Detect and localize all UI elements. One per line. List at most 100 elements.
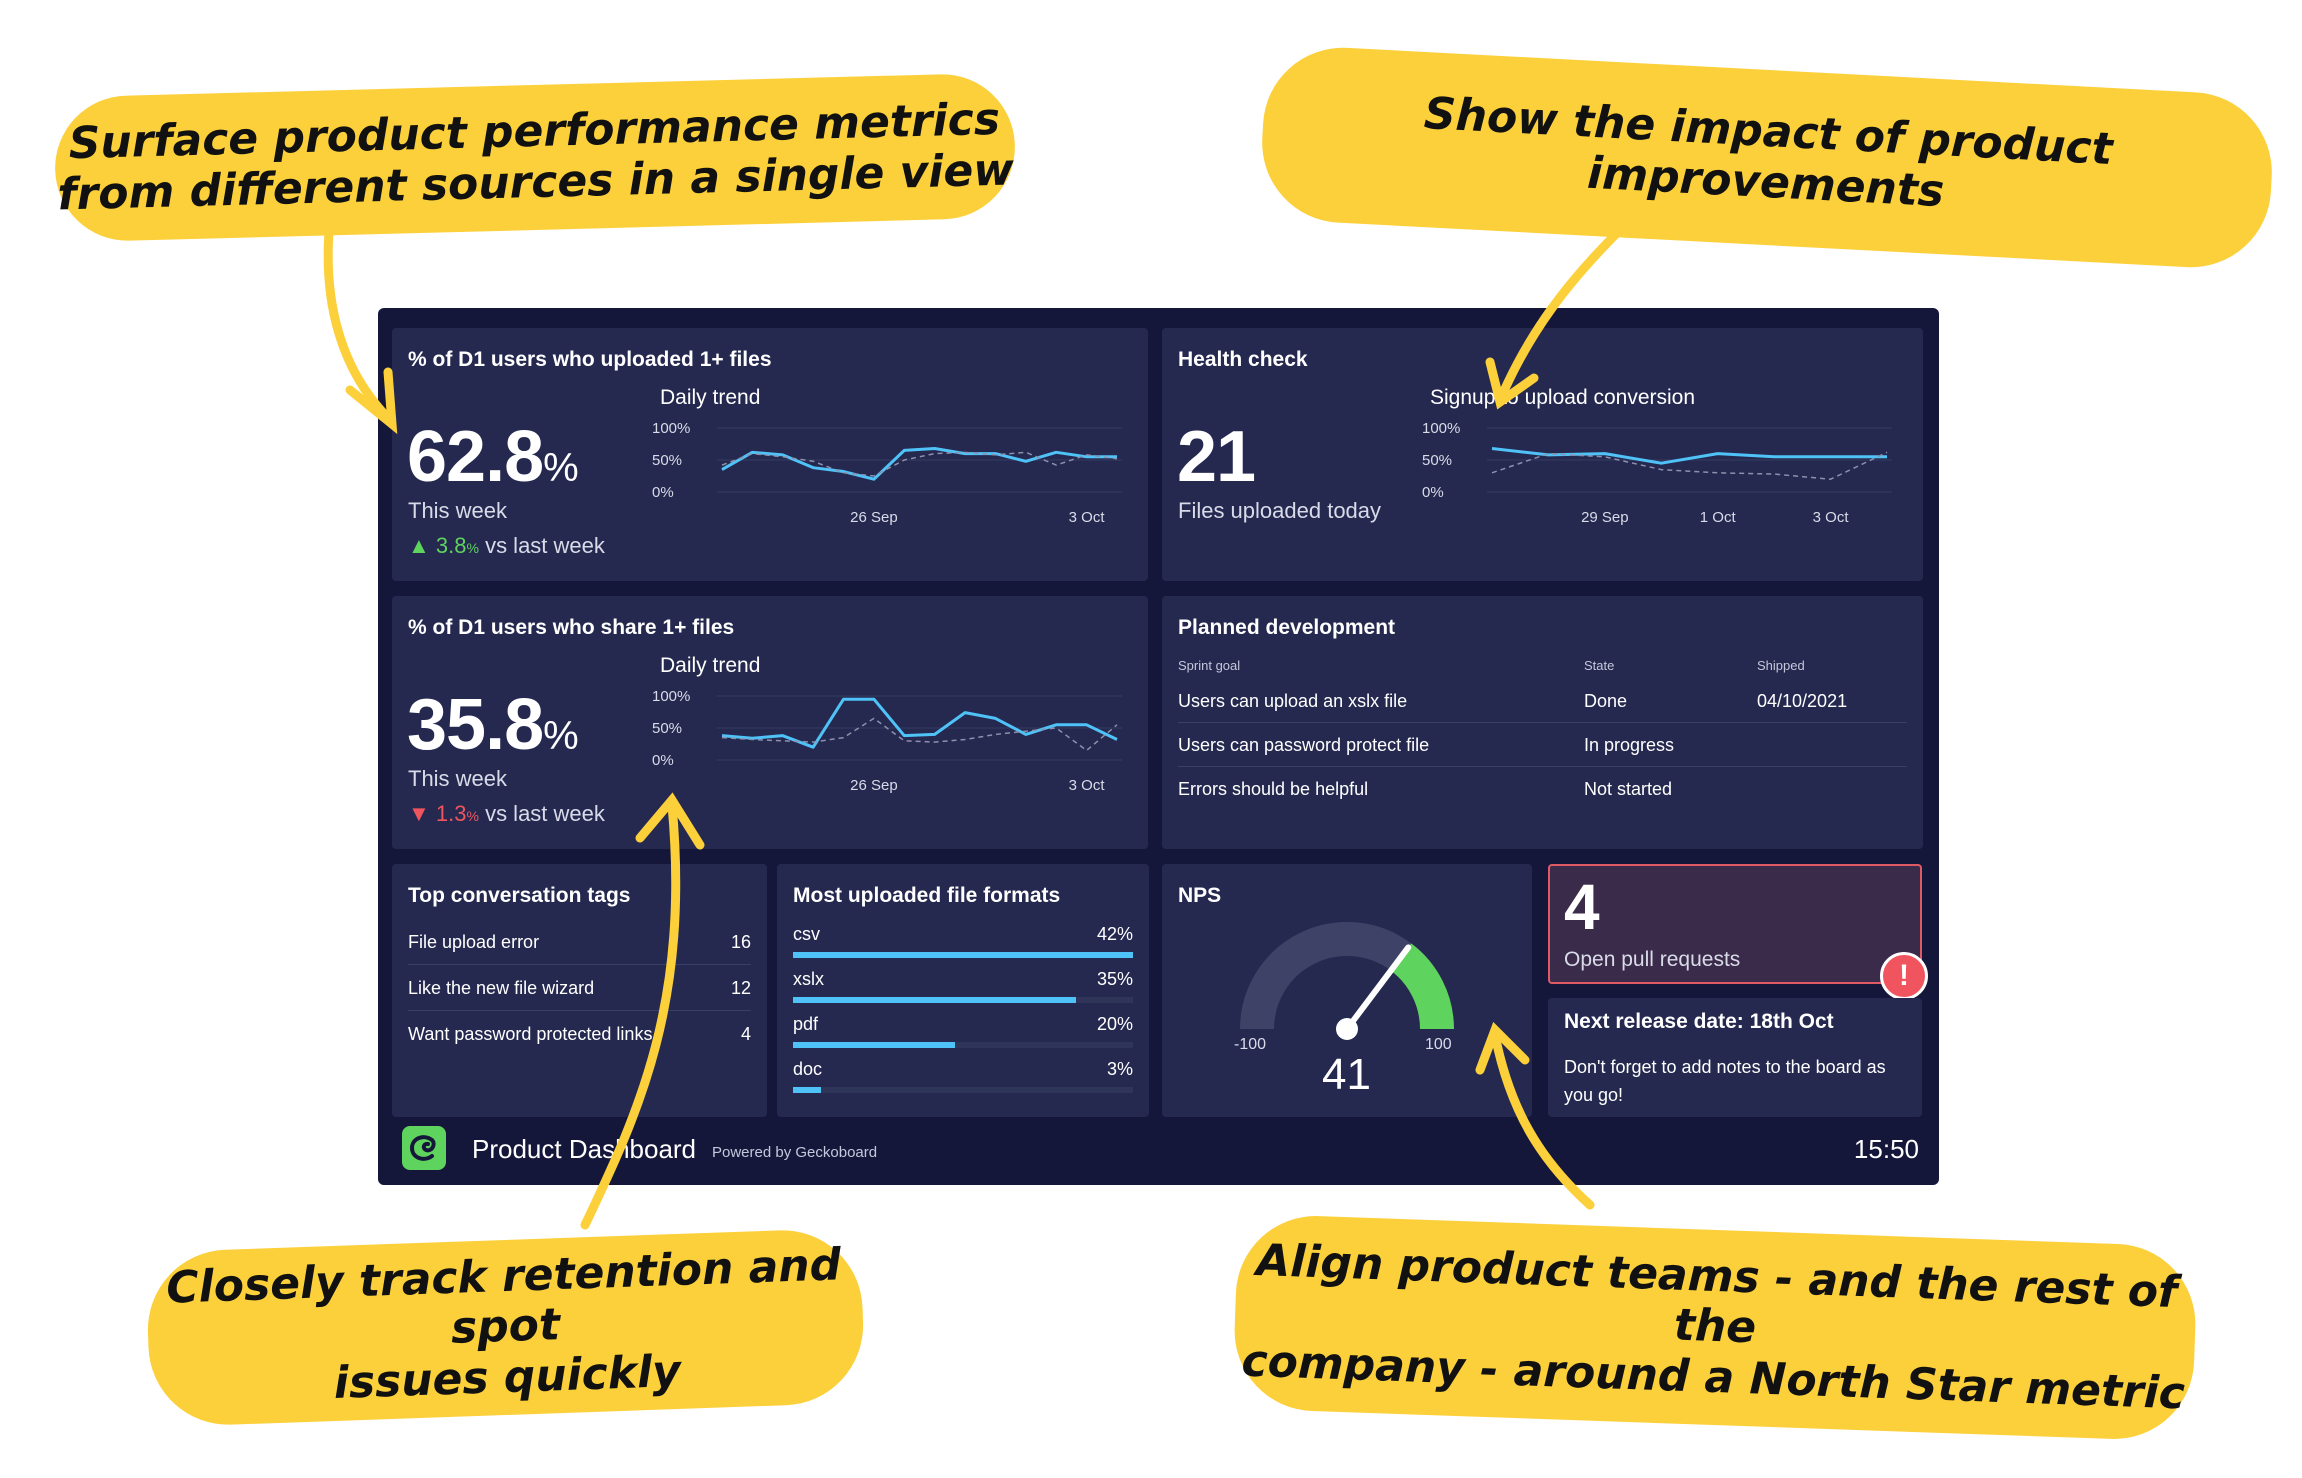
- row-divider: [1178, 722, 1907, 723]
- table-cell: Users can upload an xslx file: [1178, 691, 1408, 711]
- chart-title: Daily trend: [660, 654, 761, 677]
- product-dashboard: % of D1 users who uploaded 1+ files 62.8…: [378, 308, 1939, 1185]
- panel-nps: NPS -100 100 41: [1162, 864, 1532, 1117]
- panel-title: Most uploaded file formats: [793, 884, 1061, 907]
- arrow-north-star-head: [1475, 1021, 1530, 1075]
- clock: 15:50: [1853, 1134, 1919, 1164]
- panel-upload: % of D1 users who uploaded 1+ files 62.8…: [392, 328, 1148, 581]
- row-divider: [408, 964, 751, 965]
- y-tick-label: 0%: [1422, 484, 1444, 501]
- gauge-needle: [1344, 944, 1412, 1032]
- gauge-min-label: -100: [1234, 1036, 1267, 1053]
- powered-by: Powered by Geckoboard: [712, 1144, 878, 1161]
- x-tick-label: 3 Oct: [1069, 509, 1106, 526]
- format-label: csv: [793, 924, 820, 944]
- arrow-impact: [1495, 227, 1623, 405]
- format-label: doc: [793, 1059, 823, 1079]
- format-value: 35%: [1096, 969, 1133, 989]
- release-note: Don't forget to add notes to the board a…: [1564, 1057, 1886, 1105]
- panel-health: Health check 21 Files uploaded today Sig…: [1162, 328, 1923, 581]
- metric-label: Files uploaded today: [1178, 498, 1382, 523]
- x-tick-label: 29 Sep: [1581, 509, 1629, 526]
- panel-release: Next release date: 18th Oct Don't forget…: [1548, 998, 1922, 1117]
- format-bar-track: [793, 997, 1133, 1003]
- x-tick-label: 3 Oct: [1813, 509, 1850, 526]
- x-tick-label: 1 Oct: [1700, 509, 1737, 526]
- list-item-value: 12: [730, 978, 751, 998]
- gauge-fill: [1390, 943, 1454, 1030]
- delta-unit: %: [466, 808, 479, 824]
- panel-planned: Planned development Sprint goal State Sh…: [1162, 596, 1923, 849]
- series-line-previous: [1491, 451, 1888, 480]
- format-bar-fill: [793, 952, 1133, 958]
- series-line-current: [721, 697, 1118, 749]
- table-cell: Errors should be helpful: [1178, 779, 1369, 799]
- metric-value: 21: [1177, 417, 1256, 497]
- list-item-value: 16: [730, 932, 751, 952]
- gauge-track: [1240, 922, 1412, 1030]
- delta-text: vs last week: [485, 533, 605, 558]
- arrow-north-star: [1490, 1030, 1595, 1210]
- y-tick-label: 0%: [652, 484, 674, 501]
- table-cell: In progress: [1584, 735, 1675, 755]
- delta-row: ▼ 1.3% vs last week: [408, 801, 605, 827]
- x-tick-label: 26 Sep: [850, 509, 898, 526]
- y-tick-label: 50%: [652, 720, 682, 737]
- table-cell: Users can password protect file: [1178, 735, 1430, 755]
- list-item-value: 4: [740, 1024, 751, 1044]
- x-tick-label: 3 Oct: [1069, 777, 1106, 794]
- dashboard-name: Product Dashboard: [472, 1134, 697, 1164]
- series-line-current: [721, 446, 1117, 481]
- series-line-previous: [721, 717, 1118, 752]
- nps-gauge: [1240, 922, 1454, 1040]
- format-bar-fill: [793, 1042, 955, 1048]
- arrow-retention-head: [635, 792, 705, 850]
- panel-title: % of D1 users who share 1+ files: [408, 616, 735, 639]
- list-item-label: Want password protected links: [408, 1024, 653, 1044]
- column-header: State: [1584, 658, 1615, 673]
- upload-trend-chart: 100% 50% 0% 26 Sep 3 Oct: [652, 420, 1122, 526]
- format-bar-fill: [793, 1087, 822, 1093]
- column-header: Shipped: [1757, 658, 1805, 673]
- panel-pull-requests: 4 Open pull requests !: [1548, 864, 1928, 1000]
- upload-metric: 62.8%: [407, 416, 579, 498]
- conversion-chart: 100% 50% 0% 29 Sep 1 Oct 3 Oct: [1422, 420, 1892, 526]
- y-tick-label: 0%: [652, 752, 674, 769]
- metric-value: 62.8: [407, 417, 544, 497]
- chart-title: Daily trend: [660, 386, 761, 409]
- panel-formats: Most uploaded file formats csv 42% xslx 35%…: [777, 864, 1149, 1117]
- delta-text: vs last week: [485, 801, 605, 826]
- panel-title: Next release date: 18th Oct: [1564, 1010, 1834, 1033]
- share-metric: 35.8%: [407, 684, 579, 766]
- format-value: 20%: [1096, 1014, 1133, 1034]
- y-tick-label: 100%: [1422, 420, 1460, 437]
- metric-unit: %: [543, 446, 579, 490]
- table-cell: Done: [1584, 691, 1628, 711]
- panel-title: Planned development: [1178, 616, 1396, 639]
- format-bar-track: [793, 1087, 1133, 1093]
- triangle-down-icon: ▼: [408, 801, 436, 826]
- format-bar-track: [793, 1042, 1133, 1048]
- metric-period: This week: [408, 766, 508, 791]
- y-tick-label: 50%: [652, 452, 682, 469]
- delta-value: 1.3: [435, 801, 467, 826]
- format-label: xslx: [793, 969, 824, 989]
- geckoboard-logo-icon: [402, 1126, 446, 1170]
- metric-value: 35.8: [407, 685, 544, 765]
- table-cell: 04/10/2021: [1757, 691, 1848, 711]
- delta-unit: %: [466, 540, 479, 556]
- panel-title: Health check: [1178, 348, 1308, 371]
- table-cell: Not started: [1584, 779, 1673, 799]
- format-value: 42%: [1096, 924, 1133, 944]
- panel-title: NPS: [1178, 884, 1222, 907]
- panel-tags: Top conversation tags File upload error …: [392, 864, 767, 1117]
- series-line-current: [1491, 446, 1887, 465]
- triangle-up-icon: ▲: [408, 533, 436, 558]
- list-item-label: Like the new file wizard: [408, 978, 595, 998]
- y-tick-label: 100%: [652, 420, 690, 437]
- list-item-label: File upload error: [408, 932, 540, 952]
- column-header: Sprint goal: [1178, 658, 1241, 673]
- panel-title: % of D1 users who uploaded 1+ files: [408, 348, 772, 371]
- format-bar-track: [793, 952, 1133, 958]
